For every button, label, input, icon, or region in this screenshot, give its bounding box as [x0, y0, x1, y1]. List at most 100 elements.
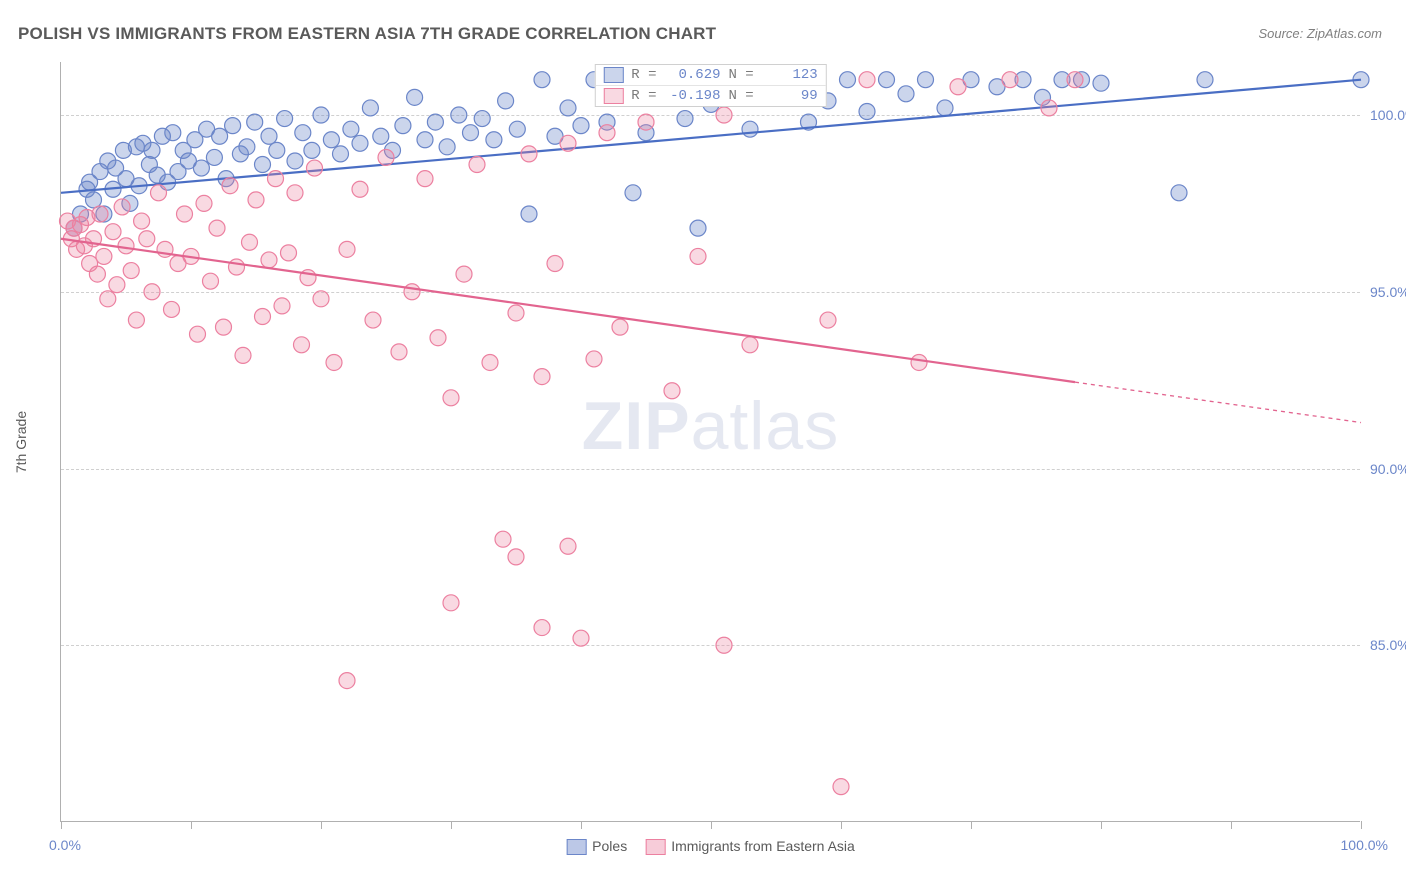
data-point	[248, 192, 264, 208]
data-point	[911, 354, 927, 370]
plot-area: 7th Grade ZIPatlas 85.0%90.0%95.0%100.0%…	[60, 62, 1360, 822]
data-point	[427, 114, 443, 130]
data-point	[898, 86, 914, 102]
data-point	[625, 185, 641, 201]
data-point	[247, 114, 263, 130]
data-point	[404, 284, 420, 300]
data-point	[407, 89, 423, 105]
data-point	[123, 263, 139, 279]
x-tick	[581, 821, 582, 829]
legend-r-value: -0.198	[665, 88, 721, 104]
data-point	[1041, 100, 1057, 116]
data-point	[365, 312, 381, 328]
data-point	[463, 125, 479, 141]
data-point	[859, 103, 875, 119]
data-point	[498, 93, 514, 109]
data-point	[950, 79, 966, 95]
data-point	[105, 224, 121, 240]
data-point	[323, 132, 339, 148]
data-point	[229, 259, 245, 275]
data-point	[391, 344, 407, 360]
data-point	[690, 220, 706, 236]
data-point	[222, 178, 238, 194]
data-point	[451, 107, 467, 123]
data-point	[261, 128, 277, 144]
x-axis-label-100: 100.0%	[1341, 837, 1388, 853]
data-point	[304, 142, 320, 158]
data-point	[1093, 75, 1109, 91]
legend-item: Poles	[566, 838, 627, 855]
data-point	[417, 171, 433, 187]
data-point	[274, 298, 290, 314]
data-point	[1171, 185, 1187, 201]
legend-label: Immigrants from Eastern Asia	[671, 838, 855, 854]
legend-n-value: 123	[762, 67, 818, 83]
data-point	[716, 107, 732, 123]
data-point	[177, 206, 193, 222]
data-point	[439, 139, 455, 155]
legend-swatch	[645, 839, 665, 855]
x-tick	[191, 821, 192, 829]
data-point	[352, 181, 368, 197]
data-point	[560, 538, 576, 554]
data-point	[521, 146, 537, 162]
data-point	[677, 111, 693, 127]
data-point	[486, 132, 502, 148]
data-point	[690, 248, 706, 264]
data-point	[534, 369, 550, 385]
data-point	[118, 238, 134, 254]
data-point	[521, 206, 537, 222]
data-point	[840, 72, 856, 88]
data-point	[151, 185, 167, 201]
data-point	[918, 72, 934, 88]
data-point	[114, 199, 130, 215]
series-legend: Poles Immigrants from Eastern Asia	[566, 838, 855, 855]
data-point	[193, 160, 209, 176]
scatter-svg	[61, 62, 1360, 821]
data-point	[294, 337, 310, 353]
data-point	[547, 255, 563, 271]
x-tick	[61, 821, 62, 829]
data-point	[165, 125, 181, 141]
legend-row: R =-0.198N =99	[595, 86, 825, 106]
data-point	[261, 252, 277, 268]
data-point	[638, 114, 654, 130]
data-point	[443, 390, 459, 406]
data-point	[287, 153, 303, 169]
data-point	[859, 72, 875, 88]
legend-swatch	[603, 88, 623, 104]
source-attribution: Source: ZipAtlas.com	[1258, 26, 1382, 41]
legend-swatch	[566, 839, 586, 855]
data-point	[833, 779, 849, 795]
data-point	[1197, 72, 1213, 88]
x-tick	[451, 821, 452, 829]
data-point	[203, 273, 219, 289]
legend-r-label: R =	[631, 88, 656, 104]
data-point	[430, 330, 446, 346]
data-point	[235, 347, 251, 363]
data-point	[109, 277, 125, 293]
data-point	[586, 351, 602, 367]
data-point	[209, 220, 225, 236]
legend-item: Immigrants from Eastern Asia	[645, 838, 855, 855]
regression-line	[61, 239, 1075, 382]
data-point	[144, 142, 160, 158]
data-point	[343, 121, 359, 137]
data-point	[879, 72, 895, 88]
data-point	[89, 266, 105, 282]
x-tick	[971, 821, 972, 829]
regression-legend: R =0.629N =123R =-0.198N =99	[594, 64, 826, 107]
data-point	[742, 337, 758, 353]
data-point	[742, 121, 758, 137]
data-point	[534, 620, 550, 636]
data-point	[395, 118, 411, 134]
legend-r-value: 0.629	[665, 67, 721, 83]
x-tick	[711, 821, 712, 829]
data-point	[134, 213, 150, 229]
data-point	[139, 231, 155, 247]
data-point	[612, 319, 628, 335]
data-point	[96, 248, 112, 264]
x-tick	[1231, 821, 1232, 829]
data-point	[242, 234, 258, 250]
data-point	[508, 305, 524, 321]
